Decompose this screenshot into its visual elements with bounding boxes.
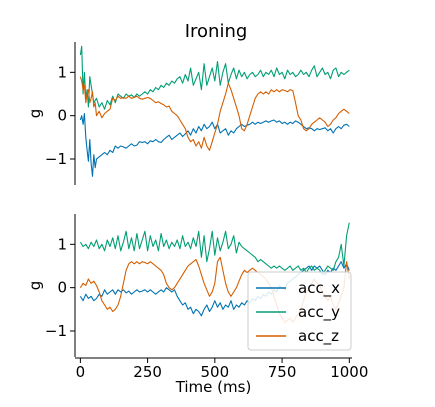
y-tick-label: 0 bbox=[57, 279, 67, 297]
y-ticks-top: 1 0 −1 bbox=[45, 63, 75, 168]
legend-box bbox=[247, 271, 352, 351]
series-line-acc_x bbox=[79, 112, 350, 177]
y-tick-label: 1 bbox=[57, 235, 67, 253]
subplot-top: g 1 0 −1 bbox=[26, 42, 350, 185]
x-ticks: 0 250 500 750 1000 bbox=[76, 358, 368, 381]
series-line-acc_y bbox=[79, 222, 350, 276]
legend-label-acc_z: acc_z bbox=[298, 327, 339, 346]
y-axis-label-top: g bbox=[26, 109, 44, 119]
x-axis-label: Time (ms) bbox=[175, 378, 252, 396]
y-tick-label: 0 bbox=[57, 107, 67, 125]
chart-title: Ironing bbox=[185, 21, 248, 42]
y-tick-label: −1 bbox=[45, 150, 67, 168]
y-tick-label: −1 bbox=[45, 322, 67, 340]
y-tick-label: 1 bbox=[57, 63, 67, 81]
x-tick-label: 250 bbox=[133, 363, 162, 381]
series-group-top bbox=[79, 45, 350, 177]
y-ticks-bottom: 1 0 −1 bbox=[45, 235, 75, 340]
legend-label-acc_y: acc_y bbox=[298, 303, 340, 322]
series-line-acc_z bbox=[79, 76, 350, 151]
x-tick-label: 750 bbox=[268, 363, 297, 381]
y-axis-label-bottom: g bbox=[26, 281, 44, 291]
x-tick-label: 500 bbox=[201, 363, 230, 381]
series-line-acc_y bbox=[79, 45, 350, 110]
x-tick-label: 0 bbox=[76, 363, 86, 381]
legend: acc_x acc_y acc_z bbox=[247, 271, 352, 351]
x-tick-label: 1000 bbox=[330, 363, 368, 381]
legend-label-acc_x: acc_x bbox=[298, 279, 340, 298]
